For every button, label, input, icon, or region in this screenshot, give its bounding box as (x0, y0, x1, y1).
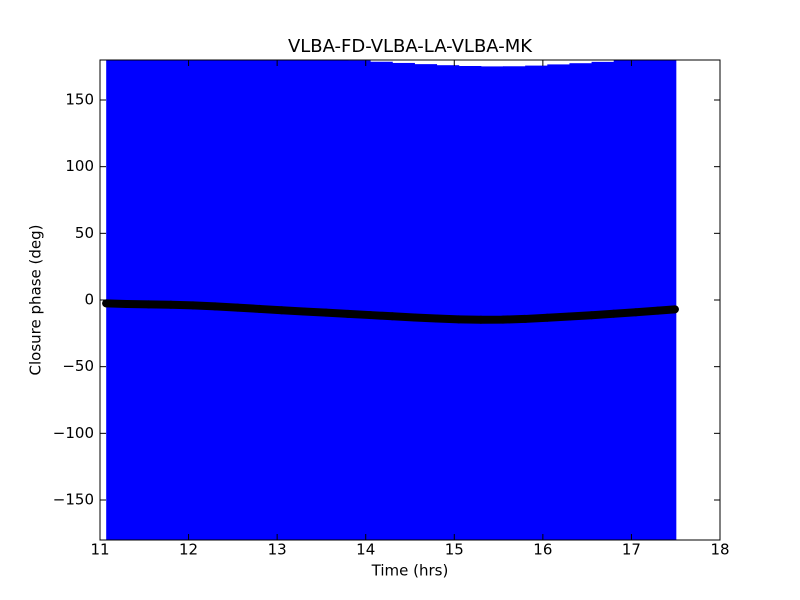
error-bar (569, 63, 593, 540)
y-tick-label: 50 (75, 224, 94, 242)
data-point (255, 304, 264, 313)
error-bar (635, 60, 659, 540)
plot-area (102, 60, 679, 540)
y-tick-label: −50 (62, 357, 94, 375)
y-tick-label: 100 (65, 157, 94, 175)
data-point (410, 313, 419, 322)
error-bar (370, 61, 393, 540)
x-tick-label: 11 (90, 541, 109, 559)
data-point (670, 305, 679, 314)
error-bar (392, 62, 415, 540)
data-point (122, 300, 131, 308)
error-bar (591, 61, 615, 540)
error-bar (547, 64, 570, 540)
data-point (321, 308, 330, 317)
data-point (388, 312, 397, 321)
data-point (587, 311, 596, 320)
error-bar (148, 60, 172, 540)
y-tick-label: 0 (84, 291, 94, 309)
error-bar (658, 60, 676, 540)
x-tick-label: 16 (533, 541, 552, 559)
data-point (166, 300, 175, 309)
error-bar (259, 60, 283, 540)
x-axis-label: Time (hrs) (371, 562, 449, 580)
error-bar (237, 60, 260, 540)
chart-title: VLBA-FD-VLBA-LA-VLBA-MK (288, 36, 533, 57)
x-tick-label: 13 (268, 541, 287, 559)
x-tick-label: 18 (710, 541, 729, 559)
data-point (609, 309, 618, 318)
data-point (366, 311, 375, 320)
data-point (277, 306, 286, 315)
data-point (299, 307, 308, 316)
y-tick-label: −100 (53, 424, 94, 442)
error-bar (126, 60, 150, 540)
data-point (654, 306, 662, 315)
x-tick-label: 17 (622, 541, 641, 559)
error-bar (193, 60, 216, 540)
data-point (233, 303, 242, 312)
error-bar (281, 60, 305, 540)
error-bar (303, 60, 327, 540)
error-bar (525, 65, 548, 540)
y-axis-label: Closure phase (deg) (27, 225, 45, 376)
data-point (144, 300, 153, 309)
data-point (102, 299, 111, 308)
data-point (476, 315, 485, 324)
error-bar (480, 66, 504, 540)
error-bar (503, 66, 526, 540)
error-bar (215, 60, 238, 540)
data-point (543, 313, 552, 322)
data-point (344, 309, 352, 318)
data-point (432, 314, 441, 323)
error-bar (458, 66, 482, 540)
error-bar (613, 60, 637, 540)
error-bar (436, 65, 460, 540)
y-tick-label: −150 (53, 491, 94, 509)
data-point (521, 314, 530, 323)
x-tick-label: 12 (179, 541, 198, 559)
error-bar (348, 60, 371, 540)
data-point (499, 315, 507, 324)
error-bar (674, 60, 677, 540)
y-tick-label: 150 (65, 91, 94, 109)
data-point (211, 302, 220, 311)
x-tick-label: 14 (356, 541, 375, 559)
x-tick-label: 15 (445, 541, 464, 559)
error-bar (414, 64, 438, 540)
data-point (631, 308, 640, 317)
data-point (189, 301, 197, 310)
error-bar (170, 60, 194, 540)
error-bar (325, 60, 349, 540)
data-point (454, 315, 463, 324)
data-point (565, 312, 574, 321)
